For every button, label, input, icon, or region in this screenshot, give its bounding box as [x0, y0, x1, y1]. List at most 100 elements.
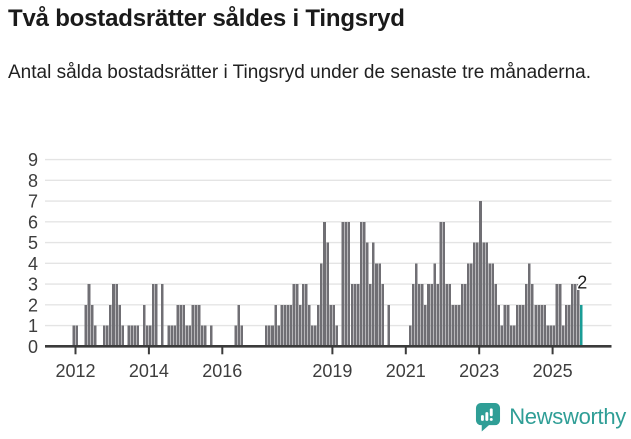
y-tick-label: 2 [28, 295, 38, 315]
bar [72, 325, 75, 347]
bar [350, 284, 354, 347]
bar [84, 304, 88, 347]
bar [87, 284, 91, 347]
bar [366, 242, 369, 347]
x-tick-label: 2019 [312, 361, 352, 381]
bar [109, 304, 112, 347]
bar [320, 263, 323, 347]
bar [543, 304, 546, 347]
bar [457, 304, 461, 347]
bar [151, 284, 155, 347]
bar [332, 304, 335, 347]
bar [561, 325, 565, 347]
bar [353, 284, 357, 347]
bar [488, 263, 491, 347]
bar [473, 242, 476, 347]
bar [506, 304, 510, 347]
bar [381, 284, 384, 347]
bar [372, 242, 375, 347]
brand-wordmark: Newsworthy [509, 404, 626, 429]
bar [167, 325, 170, 347]
bar [531, 284, 534, 347]
chart-header: Två bostadsrätter såldes i Tingsryd Anta… [8, 4, 625, 86]
bar [295, 284, 299, 347]
newsworthy-logo-icon [476, 403, 501, 432]
bar [176, 304, 179, 347]
bar [411, 284, 415, 347]
bar [387, 304, 390, 347]
bar [369, 284, 372, 347]
bar [317, 304, 320, 347]
bar [549, 325, 553, 347]
bar [121, 325, 124, 347]
bar [274, 304, 277, 347]
bar [445, 284, 449, 347]
bar [448, 284, 452, 347]
bar [375, 263, 378, 347]
bar [130, 325, 134, 347]
x-tick-label: 2021 [386, 361, 426, 381]
bar [567, 304, 571, 347]
bar [577, 284, 580, 347]
bar [268, 325, 271, 347]
bar [310, 325, 314, 347]
bar [286, 304, 290, 347]
bar [344, 221, 348, 347]
bar [115, 284, 118, 347]
bar [356, 284, 360, 347]
y-tick-label: 7 [28, 192, 38, 212]
bar [558, 284, 562, 347]
logo-bar-tall [485, 412, 489, 421]
bar [307, 304, 311, 347]
bar [574, 284, 577, 347]
bar [127, 325, 131, 347]
x-tick-label: 2023 [459, 361, 499, 381]
bar [525, 284, 528, 347]
bar [145, 325, 149, 347]
y-tick-label: 8 [28, 171, 38, 191]
bar [301, 284, 305, 347]
bar [234, 325, 238, 347]
logo-exclamation-bar [490, 408, 493, 417]
bar [451, 304, 455, 347]
bar [197, 304, 201, 347]
bar [304, 284, 308, 347]
bar [528, 263, 531, 347]
bar [90, 304, 94, 347]
bar [106, 325, 109, 347]
bar [552, 325, 556, 347]
bar [323, 221, 326, 347]
bar [503, 304, 507, 347]
bar [534, 304, 537, 347]
bar [418, 284, 421, 347]
bar [378, 263, 381, 347]
bar [203, 325, 207, 347]
bar [298, 304, 302, 347]
bar [497, 304, 501, 347]
bar [427, 284, 430, 347]
bar [314, 325, 317, 347]
bar [564, 304, 568, 347]
bar [155, 284, 158, 347]
y-tick-label: 4 [28, 254, 38, 274]
chart-subtitle: Antal sålda bostadsrätter i Tingsryd und… [8, 62, 592, 83]
bar [494, 284, 498, 347]
page-title: Två bostadsrätter såldes i Tingsryd [8, 5, 405, 32]
bar [555, 284, 559, 347]
brand-logo: Newsworthy [475, 402, 626, 432]
bar [341, 221, 345, 347]
last-value-label: 2 [577, 272, 587, 292]
bar [188, 325, 192, 347]
bar [408, 325, 412, 347]
bar [170, 325, 173, 347]
bar [237, 304, 241, 347]
bar [463, 284, 467, 347]
x-tick-label: 2014 [129, 361, 169, 381]
bar [75, 325, 79, 347]
bar [103, 325, 106, 347]
bar [476, 242, 479, 347]
bar [136, 325, 140, 347]
bar [500, 325, 504, 347]
